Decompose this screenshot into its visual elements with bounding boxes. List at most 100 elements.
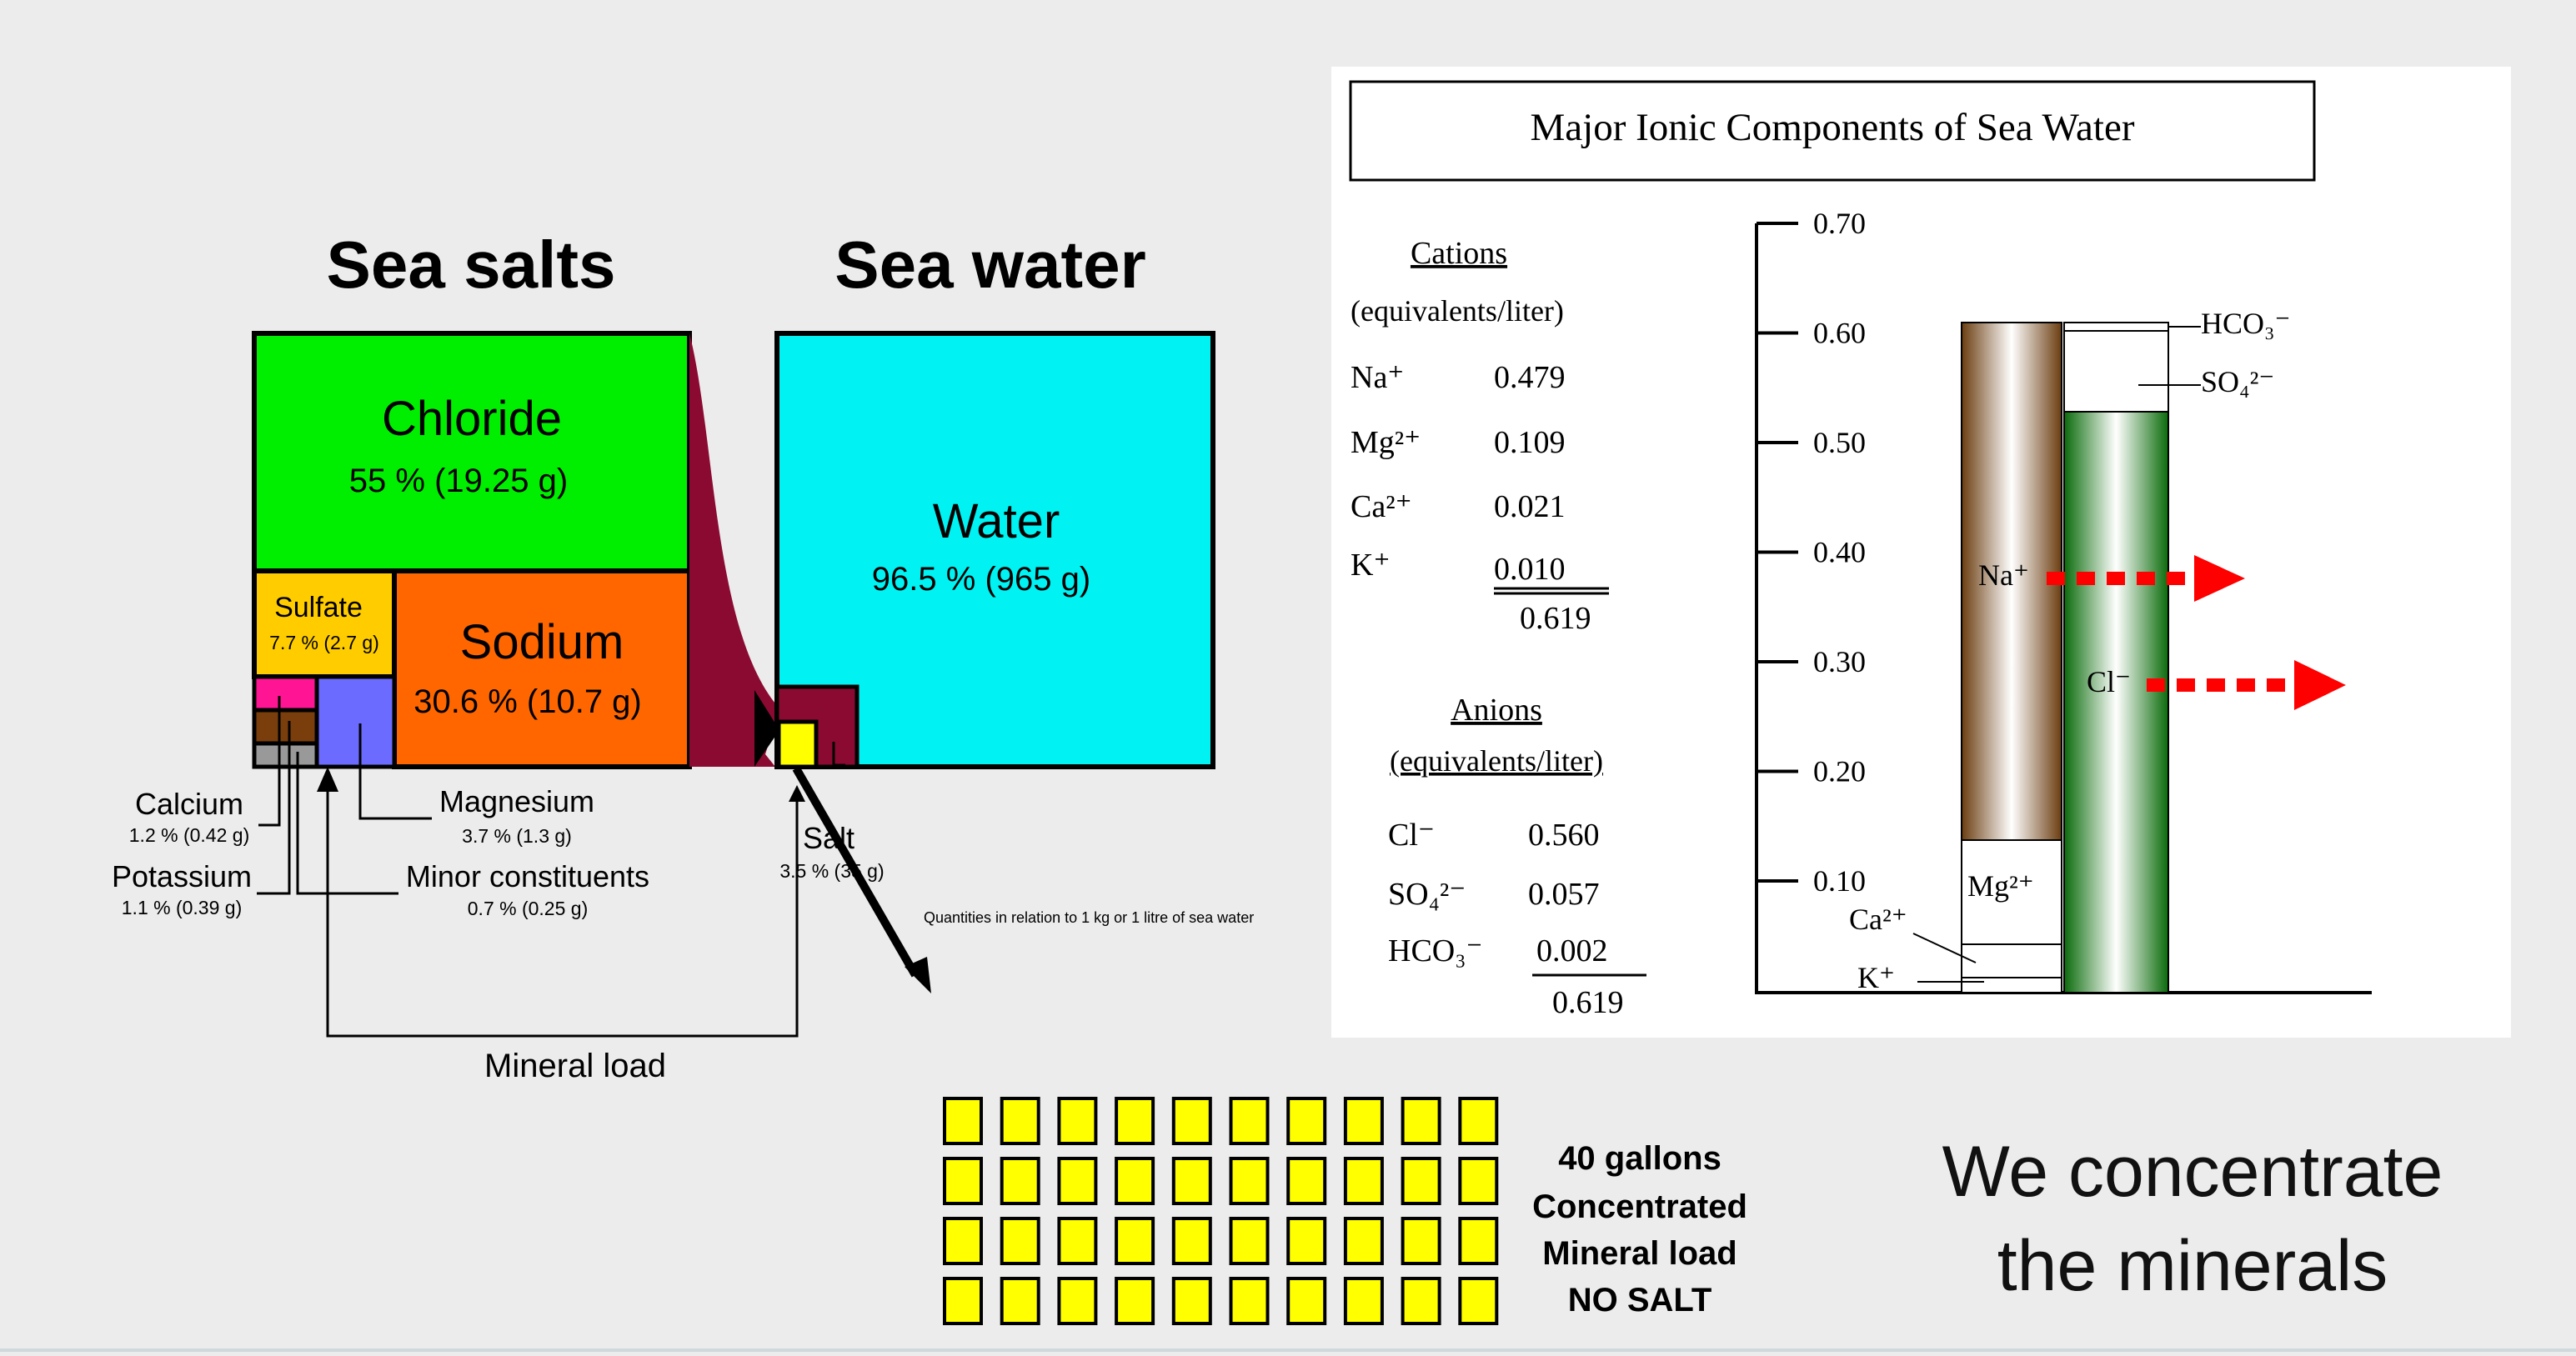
so4-label: SO₄²⁻ [2201,365,2274,398]
ca-leader [1912,933,1977,963]
na-label: Na⁺ [1978,558,2029,592]
calcium-label: Calcium [135,787,243,821]
bar-segment-k [1961,977,2062,993]
y-axis-tick-label: 0.30 [1813,645,1866,678]
mineral-block [1343,1277,1384,1325]
ionic-figure-panel [1331,67,2511,1038]
sodium-label: Sodium [460,615,624,669]
anions-unit: (equivalents/liter) [1390,744,1603,778]
calcium-value: 1.2 % (0.42 g) [129,824,249,846]
y-axis-tick-label: 0.40 [1813,536,1866,569]
y-axis-tick-label: 0.50 [1813,426,1866,459]
mineral-block [1458,1157,1499,1205]
sodium-value: 30.6 % (10.7 g) [413,683,642,720]
mineral-block [1171,1157,1212,1205]
mineral-block [1343,1217,1384,1265]
y-axis-tick-label: 0.20 [1813,755,1866,788]
anion-ion: HCO₃⁻ [1388,933,1483,968]
cations-heading: Cations [1411,236,1507,271]
mineral-block [1057,1277,1098,1325]
anion-ion: Cl⁻ [1388,818,1435,853]
mineral-block [1115,1157,1155,1205]
mineral-block [1458,1217,1499,1265]
cl-arrowhead-icon [2294,660,2346,710]
mineral-block [1286,1217,1327,1265]
headline: We concentrate the minerals [1942,1132,2443,1306]
mineral-block [1286,1157,1327,1205]
cation-stacked-bar [1961,322,2062,993]
chloride-block [252,331,692,573]
note-line: Mineral load [1542,1235,1737,1272]
cation-ion: Mg²⁺ [1351,425,1421,460]
mineral-block [943,1097,983,1145]
cation-ion: Na⁺ [1351,360,1404,395]
anion-value: 0.002 [1536,933,1608,968]
bar-segment-so4 [2063,330,2169,413]
water-value: 96.5 % (965 g) [872,561,1090,598]
mineral-load-arrow-icon [317,767,338,792]
mineral-block [1000,1097,1040,1145]
mineral-block [1057,1097,1098,1145]
sea-salts-to-sea-water-arrow [689,333,779,767]
y-axis-tick-label: 0.70 [1813,207,1866,240]
potassium-label: Potassium [112,859,252,893]
sea-water-title: Sea water [834,228,1146,302]
mineral-block [1458,1277,1499,1325]
chloride-value: 55 % (19.25 g) [349,463,568,499]
leader-lines [257,696,799,1038]
sodium-block [392,568,692,769]
bar-segment-na [1961,322,2062,841]
salt-inner-block [776,719,819,769]
mineral-block [1057,1157,1098,1205]
mineral-block [1458,1097,1499,1145]
bar-segment-cl [2063,411,2169,993]
mg-label: Mg²⁺ [1967,869,2034,903]
concentrated-mineral-blocks [943,1097,1499,1325]
y-axis-tick-label: 0.60 [1813,317,1866,350]
calcium-block [252,674,319,713]
anions-heading: Anions [1451,693,1542,728]
mineral-block [1000,1277,1040,1325]
magnesium-value: 3.7 % (1.3 g) [462,825,572,847]
anions-total: 0.619 [1552,985,1624,1020]
magnesium-label: Magnesium [439,784,594,818]
sulfate-block [252,568,397,679]
note-line: NO SALT [1568,1282,1712,1318]
mineral-block [943,1157,983,1205]
sea-water-diagram: Sea water Water 96.5 % (965 g) Salt 3.5 … [774,228,1254,993]
anion-value: 0.057 [1528,877,1600,912]
mineral-block [943,1217,983,1265]
mineral-load-label: Mineral load [484,1048,666,1084]
mineral-block [1401,1157,1441,1205]
concentrate-note: 40 gallons Concentrated Mineral load NO … [1532,1140,1747,1318]
pointer-arrowhead-icon [905,957,931,993]
minor-constituents-value: 0.7 % (0.25 g) [468,898,588,919]
mineral-block [1115,1097,1155,1145]
salt-value: 3.5 % (35 g) [779,860,884,882]
magnesium-block [314,674,397,769]
anion-stacked-bar [2063,322,2169,993]
potassium-value: 1.1 % (0.39 g) [122,897,242,918]
mineral-block [1115,1217,1155,1265]
water-label: Water [933,494,1060,548]
bar-segment-hco3 [2063,322,2169,332]
salt-leader-line [832,742,845,767]
mineral-block [1401,1217,1441,1265]
y-axis-ticks: 0.70 0.60 0.50 0.40 0.30 0.20 0.10 [1757,207,1866,898]
anion-ion: SO₄²⁻ [1388,877,1466,912]
headline-line-1: We concentrate [1942,1132,2443,1212]
mineral-block [1343,1097,1384,1145]
mineral-block [1229,1157,1270,1205]
mineral-block [1401,1097,1441,1145]
cation-value: 0.010 [1494,552,1566,587]
cation-value: 0.021 [1494,489,1566,524]
cation-value: 0.109 [1494,425,1566,460]
na-red-arrow [2047,555,2245,602]
quantities-note: Quantities in relation to 1 kg or 1 litr… [924,909,1254,926]
mineral-block [1171,1277,1212,1325]
cl-red-arrow [2147,660,2346,710]
cations-unit: (equivalents/liter) [1351,294,1564,328]
mineral-block [1000,1217,1040,1265]
